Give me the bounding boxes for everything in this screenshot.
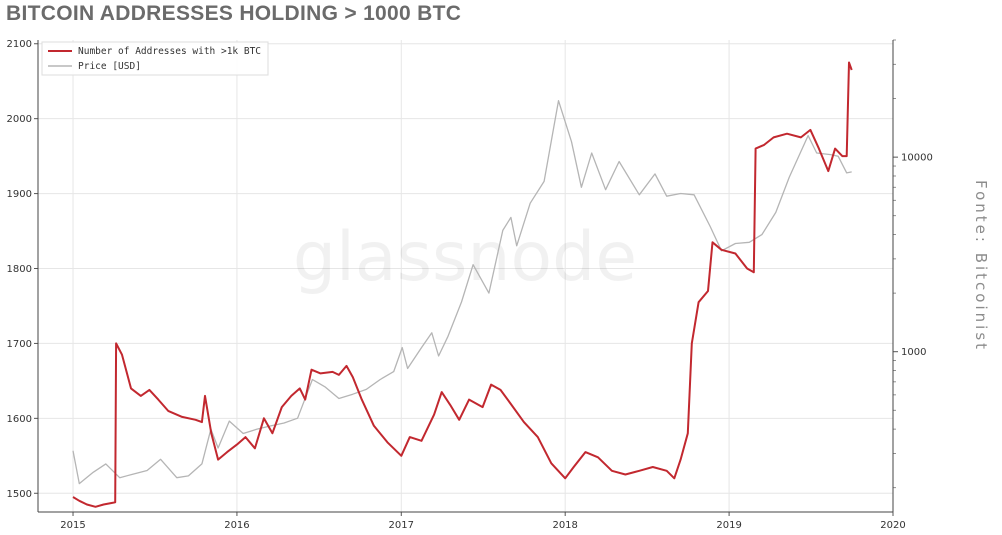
- y-right-tick-label: 10000: [901, 153, 933, 164]
- legend: Number of Addresses with >1k BTC Price […: [41, 41, 269, 76]
- source-credit-text: Fonte: Bitcoinist: [972, 180, 990, 352]
- series-line-price: [72, 100, 852, 485]
- y-left-tick-label: 1600: [7, 414, 32, 425]
- y-left-tick-label: 2100: [7, 39, 32, 50]
- x-tick-label: 2019: [716, 520, 741, 531]
- x-tick-label: 2020: [880, 520, 905, 531]
- watermark: glassnode: [293, 218, 637, 297]
- y-left-tick-label: 1800: [7, 264, 32, 275]
- x-tick-label: 2017: [389, 520, 414, 531]
- x-tick-label: 2016: [224, 520, 249, 531]
- legend-label-price: Price [USD]: [78, 61, 141, 72]
- axes: 1500 1600 1700 1800 1900 2000 2100 2015 2016 2017…: [7, 39, 933, 531]
- legend-label-addresses: Number of Addresses with >1k BTC: [78, 46, 261, 57]
- chart-title: BITCOIN ADDRESSES HOLDING > 1000 BTC: [6, 2, 462, 25]
- y-left-tick-label: 2000: [7, 114, 32, 125]
- x-tick-label: 2015: [60, 520, 85, 531]
- x-tick-label: 2018: [552, 520, 577, 531]
- y-right-tick-label: 1000: [901, 347, 926, 358]
- source-credit: Fonte: Bitcoinist: [972, 180, 990, 352]
- chart: glassnode 1500 1600 1700 1800 1900 2000 2100 20…: [7, 39, 933, 531]
- y-left-tick-label: 1500: [7, 489, 32, 500]
- y-left-tick-label: 1700: [7, 339, 32, 350]
- y-left-tick-label: 1900: [7, 189, 32, 200]
- series-line-addresses: [72, 61, 853, 508]
- series-layer: [72, 61, 853, 508]
- legend-box: [41, 41, 269, 76]
